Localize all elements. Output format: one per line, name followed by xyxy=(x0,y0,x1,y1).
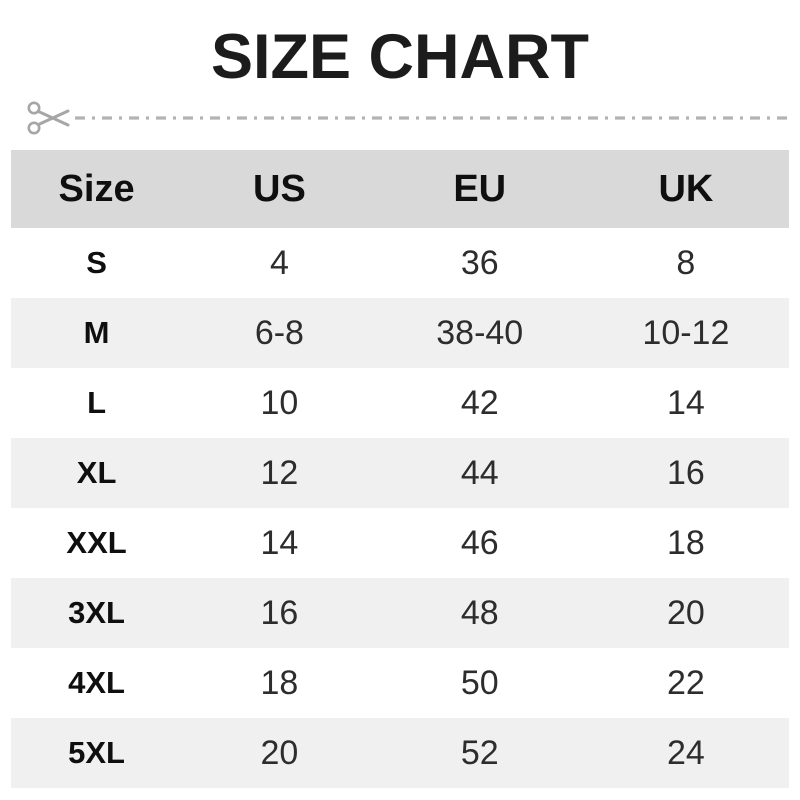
scissors-icon xyxy=(27,101,70,135)
size-cell: 4XL xyxy=(68,665,125,700)
page-title: SIZE CHART xyxy=(211,22,589,92)
table-row: 4XL 18 50 22 xyxy=(11,648,789,718)
table-header-row: Size US EU UK xyxy=(11,150,789,228)
us-cell: 6-8 xyxy=(254,313,304,352)
uk-cell: 22 xyxy=(666,663,705,702)
uk-cell: 24 xyxy=(666,733,705,772)
uk-cell: 14 xyxy=(666,383,705,422)
uk-cell: 10-12 xyxy=(642,313,730,352)
table-row: 5XL 20 52 24 xyxy=(11,718,789,788)
us-cell: 14 xyxy=(260,523,299,562)
column-header-size: Size xyxy=(58,167,135,210)
size-cell: 3XL xyxy=(68,595,125,630)
column-header-eu: EU xyxy=(453,167,507,210)
size-cell: L xyxy=(87,385,107,420)
column-header-us: US xyxy=(253,167,306,210)
table-row: 3XL 16 48 20 xyxy=(11,578,789,648)
us-cell: 12 xyxy=(260,453,299,492)
size-chart-page: SIZE CHART Size US EU UK S 4 36 8 xyxy=(0,26,800,788)
us-cell: 10 xyxy=(260,383,299,422)
size-cell: XL xyxy=(76,455,117,490)
table-row: XL 12 44 16 xyxy=(11,438,789,508)
table-row: S 4 36 8 xyxy=(11,228,789,298)
size-cell: 5XL xyxy=(68,735,125,770)
column-header-uk: UK xyxy=(658,167,714,210)
eu-cell: 42 xyxy=(460,383,499,422)
size-cell: M xyxy=(83,315,110,350)
uk-cell: 18 xyxy=(666,523,705,562)
eu-cell: 44 xyxy=(460,453,499,492)
table-row: M 6-8 38-40 10-12 xyxy=(11,298,789,368)
table-row: L 10 42 14 xyxy=(11,368,789,438)
us-cell: 4 xyxy=(269,243,289,282)
eu-cell: 46 xyxy=(460,523,499,562)
size-cell: S xyxy=(86,245,107,280)
eu-cell: 48 xyxy=(460,593,499,632)
eu-cell: 36 xyxy=(460,243,499,282)
uk-cell: 20 xyxy=(666,593,705,632)
dashed-cut-line xyxy=(75,116,790,120)
table-body: S 4 36 8 M 6-8 38-40 10-12 L 10 42 14 XL… xyxy=(11,228,789,788)
us-cell: 18 xyxy=(260,663,299,702)
cut-line xyxy=(26,98,790,138)
eu-cell: 50 xyxy=(460,663,499,702)
eu-cell: 52 xyxy=(460,733,499,772)
size-conversion-table: Size US EU UK S 4 36 8 M 6-8 38-40 10-12… xyxy=(11,150,789,788)
size-cell: XXL xyxy=(66,525,127,560)
uk-cell: 16 xyxy=(666,453,705,492)
us-cell: 20 xyxy=(260,733,299,772)
table-row: XXL 14 46 18 xyxy=(11,508,789,578)
us-cell: 16 xyxy=(260,593,299,632)
eu-cell: 38-40 xyxy=(436,313,524,352)
uk-cell: 8 xyxy=(676,243,696,282)
